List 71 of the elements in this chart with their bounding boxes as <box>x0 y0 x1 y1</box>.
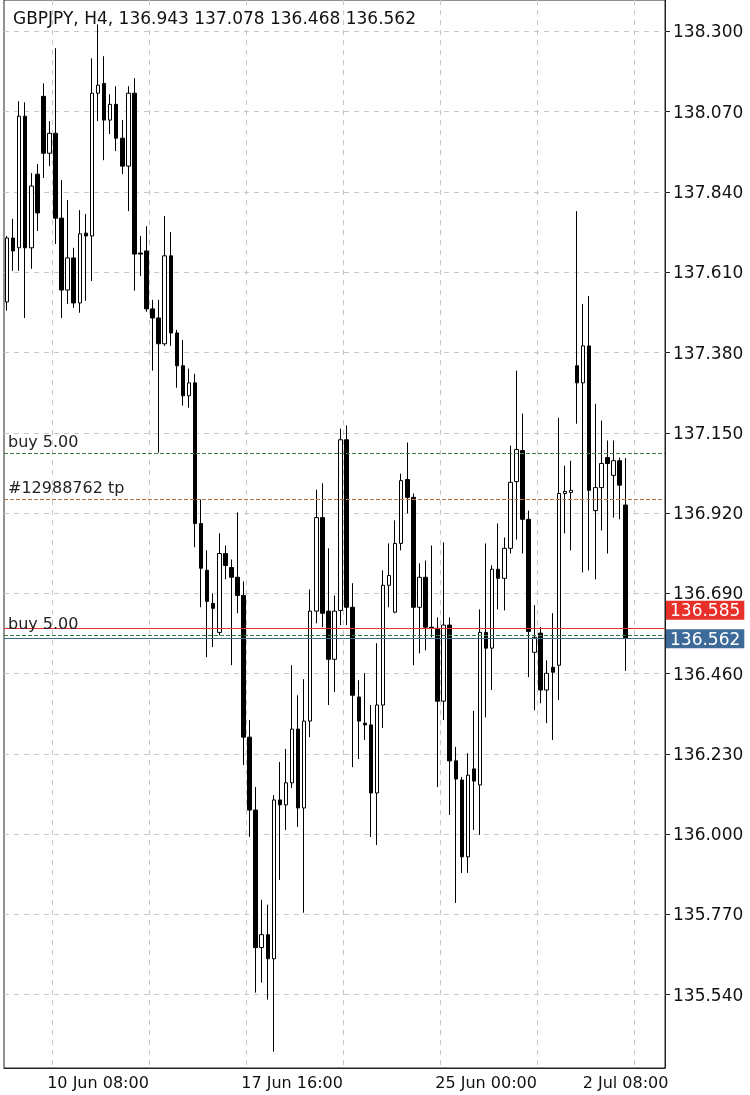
y-tick-label: 136.460 <box>673 663 744 684</box>
y-tick-label: 136.230 <box>673 743 744 764</box>
ref-line-label: buy 5.00 <box>8 613 79 633</box>
candlestick <box>199 498 203 608</box>
ref-line-label: 136.562 <box>670 628 741 649</box>
candlestick <box>187 368 191 409</box>
candlestick <box>84 213 88 302</box>
candlestick <box>375 642 379 846</box>
candlestick <box>266 904 270 1001</box>
candlestick <box>169 231 173 347</box>
y-tick-label: 137.150 <box>673 422 744 443</box>
candlestick <box>284 748 288 831</box>
candlestick <box>205 549 209 658</box>
candlestick <box>466 752 470 874</box>
x-tick-label: 17 Jun 16:00 <box>241 1072 343 1092</box>
x-tick-label: 2 Jul 08:00 <box>582 1072 669 1092</box>
candlestick <box>557 417 561 701</box>
candlestick <box>181 339 185 407</box>
candlestick <box>102 55 106 161</box>
candlestick <box>581 303 585 573</box>
y-tick-label: 138.300 <box>673 21 744 42</box>
candlestick <box>17 100 21 272</box>
candlestick <box>381 569 385 729</box>
candlestick <box>296 694 300 828</box>
candlestick <box>399 473 403 551</box>
candlestick <box>484 542 488 718</box>
y-tick-label: 136.000 <box>673 824 744 845</box>
candlestick <box>569 460 573 551</box>
candlestick <box>587 295 591 571</box>
candlestick <box>363 672 367 741</box>
candlestick <box>478 608 482 836</box>
ref-line-label: #12988762 tp <box>8 477 125 497</box>
candlestick <box>369 704 373 838</box>
y-tick-label: 135.770 <box>673 904 744 925</box>
candlestick <box>551 612 555 741</box>
candlestick <box>623 457 628 672</box>
y-tick-label: 137.610 <box>673 262 744 283</box>
candlestick <box>563 465 567 534</box>
candlestick <box>290 664 294 789</box>
candlestick <box>193 373 197 548</box>
candlestick <box>272 794 276 1053</box>
candlestick <box>393 519 397 614</box>
y-tick-label: 137.380 <box>673 342 744 363</box>
text: GBPJPY, H4, 136.943 137.078 136.468 136.562 <box>13 7 416 28</box>
x-tick-label: 10 Jun 08:00 <box>47 1072 149 1092</box>
candlestick <box>460 776 464 874</box>
candlestick <box>387 542 391 608</box>
y-tick-label: 135.540 <box>673 984 744 1005</box>
candlestick <box>357 679 361 760</box>
candlestick <box>11 218 15 272</box>
ref-line-label: buy 5.00 <box>8 432 79 452</box>
candlestick <box>5 235 9 312</box>
candlestick <box>302 678 306 914</box>
candlestick <box>496 523 500 610</box>
y-tick-label: 136.920 <box>673 503 744 524</box>
candlestick <box>490 564 494 691</box>
candlestick <box>23 101 27 319</box>
candlestick <box>454 746 458 904</box>
candlestick <box>90 57 94 282</box>
candlestick <box>472 710 476 831</box>
x-tick-label: 25 Jun 00:00 <box>435 1072 537 1092</box>
candlestick <box>575 210 579 425</box>
candlestick <box>211 592 215 648</box>
candlestick <box>175 329 179 389</box>
candlestick <box>108 93 112 135</box>
candlestick <box>78 209 82 314</box>
y-tick-label: 137.840 <box>673 181 744 202</box>
candlestick <box>278 761 282 881</box>
candlestick <box>308 588 312 738</box>
y-tick-label: 138.070 <box>673 101 744 122</box>
candlestick <box>114 85 118 152</box>
